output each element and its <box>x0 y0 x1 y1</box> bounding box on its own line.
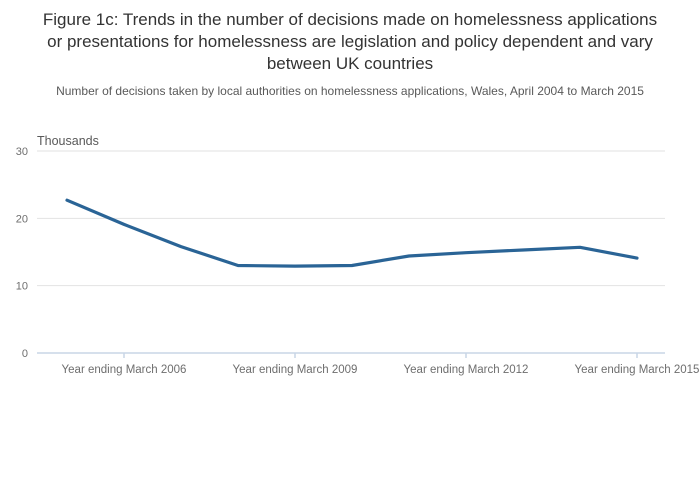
chart-title: Figure 1c: Trends in the number of decis… <box>42 10 658 73</box>
data-line-wales-decisions <box>65 198 639 268</box>
plot-area-wrapper: 0 10 20 30 Year ending March 2006 Year ending… <box>0 131 700 401</box>
x-tick-label: Year ending March 2012 <box>404 364 529 376</box>
y-tick-label: 0 <box>22 348 28 360</box>
chart-subtitle: Number of decisions taken by local autho… <box>56 84 644 98</box>
y-tick-label: 20 <box>16 213 28 225</box>
x-tick-label: Year ending March 2009 <box>233 364 358 376</box>
y-axis-unit-label: Thousands <box>37 134 99 148</box>
y-tick-label: 10 <box>16 281 28 293</box>
x-tick-label: Year ending March 2006 <box>62 364 187 376</box>
x-tick-label: Year ending March 2015 <box>575 364 700 376</box>
y-tick-label: 30 <box>16 146 28 158</box>
line-chart: 0 10 20 30 Year ending March 2006 Year ending… <box>16 134 700 376</box>
